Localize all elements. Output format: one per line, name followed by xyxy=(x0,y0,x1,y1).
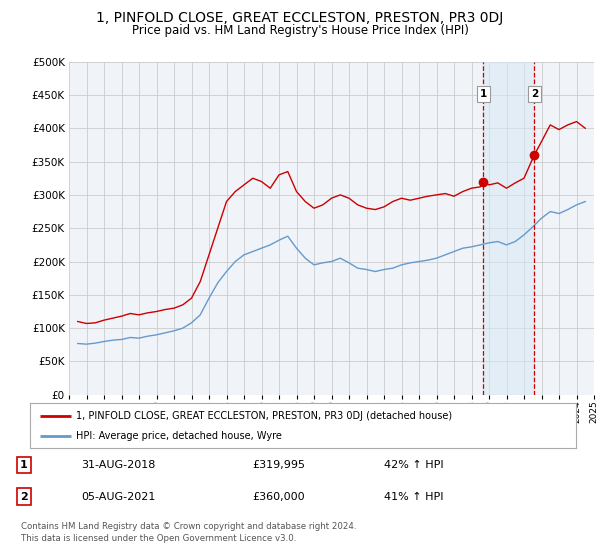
Text: 2: 2 xyxy=(20,492,28,502)
Text: HPI: Average price, detached house, Wyre: HPI: Average price, detached house, Wyre xyxy=(76,431,282,441)
Text: 05-AUG-2021: 05-AUG-2021 xyxy=(81,492,155,502)
Text: 42% ↑ HPI: 42% ↑ HPI xyxy=(384,460,443,470)
Text: 2: 2 xyxy=(530,88,538,99)
Text: 1: 1 xyxy=(20,460,28,470)
Text: £360,000: £360,000 xyxy=(252,492,305,502)
Text: 1, PINFOLD CLOSE, GREAT ECCLESTON, PRESTON, PR3 0DJ (detached house): 1, PINFOLD CLOSE, GREAT ECCLESTON, PREST… xyxy=(76,410,452,421)
Text: £319,995: £319,995 xyxy=(252,460,305,470)
Bar xyxy=(483,62,535,395)
Text: Contains HM Land Registry data © Crown copyright and database right 2024.
This d: Contains HM Land Registry data © Crown c… xyxy=(21,522,356,543)
Text: Price paid vs. HM Land Registry's House Price Index (HPI): Price paid vs. HM Land Registry's House … xyxy=(131,24,469,36)
Text: 1: 1 xyxy=(479,88,487,99)
Text: 31-AUG-2018: 31-AUG-2018 xyxy=(81,460,155,470)
Text: 1, PINFOLD CLOSE, GREAT ECCLESTON, PRESTON, PR3 0DJ: 1, PINFOLD CLOSE, GREAT ECCLESTON, PREST… xyxy=(97,11,503,25)
Text: 41% ↑ HPI: 41% ↑ HPI xyxy=(384,492,443,502)
